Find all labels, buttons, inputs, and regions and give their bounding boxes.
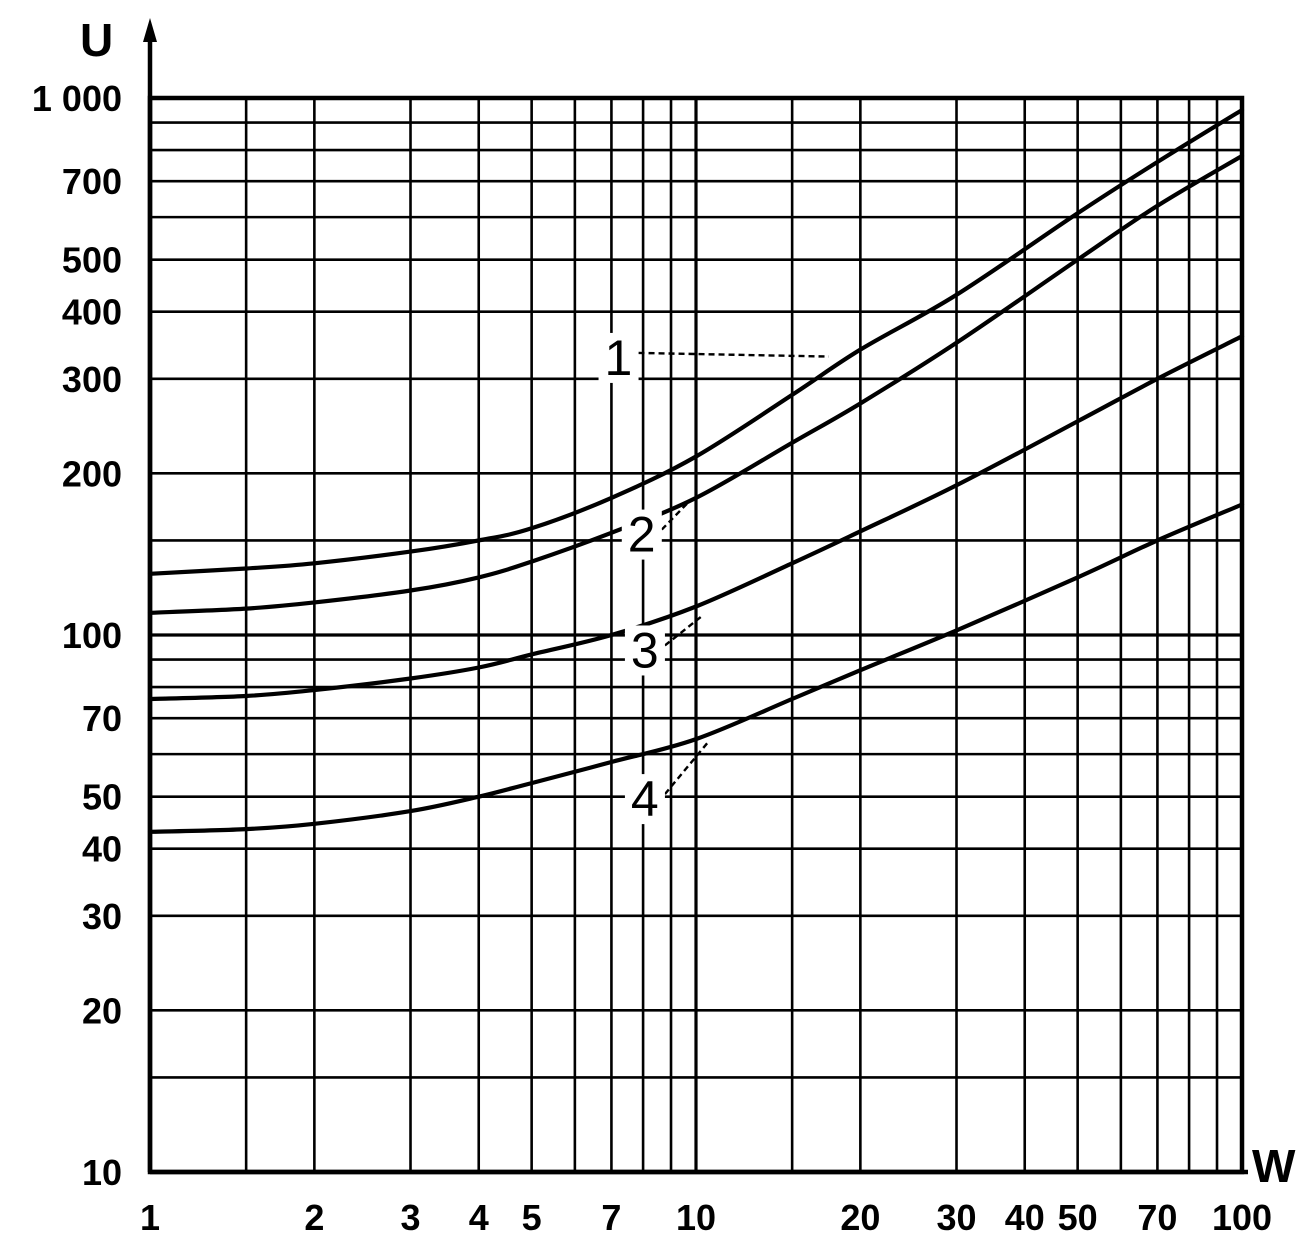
x-tick-label: 70 xyxy=(1137,1197,1177,1238)
y-axis-arrow xyxy=(143,18,157,42)
series-1-label: 1 xyxy=(605,330,633,386)
y-tick-label: 100 xyxy=(62,615,122,656)
series-1-leader xyxy=(638,351,829,358)
x-tick-label: 20 xyxy=(840,1197,880,1238)
curve-label-leaders xyxy=(638,351,829,795)
y-axis-title: U xyxy=(80,14,113,66)
grid xyxy=(147,95,1245,1175)
x-tick-label: 4 xyxy=(469,1197,489,1238)
curve-labels: 1 2 3 4 xyxy=(598,330,665,827)
series-3-label: 3 xyxy=(631,622,659,678)
y-tick-label: 700 xyxy=(62,161,122,202)
series-1-line xyxy=(147,107,1245,576)
tick-labels: 1 2 3 4 5 7 10 20 30 40 50 70 1001020304050701002003… xyxy=(32,78,1272,1238)
x-tick-label: 5 xyxy=(522,1197,542,1238)
y-tick-label: 40 xyxy=(82,829,122,870)
series-3-leader xyxy=(664,616,702,647)
x-tick-label: 1 xyxy=(140,1197,160,1238)
y-tick-label: 200 xyxy=(62,453,122,494)
series-4-leader xyxy=(664,741,709,795)
y-tick-label: 400 xyxy=(62,292,122,333)
y-tick-label: 300 xyxy=(62,359,122,400)
x-tick-label: 40 xyxy=(1005,1197,1045,1238)
y-tick-label: 10 xyxy=(82,1152,122,1193)
series-4-label: 4 xyxy=(631,771,659,827)
y-tick-label: 500 xyxy=(62,240,122,281)
x-tick-label: 7 xyxy=(601,1197,621,1238)
series-3-label-bg xyxy=(624,625,665,676)
series-3-line xyxy=(147,334,1245,702)
series-2-line xyxy=(147,153,1245,615)
series-1-label-bg xyxy=(598,332,639,383)
x-tick-label: 100 xyxy=(1212,1197,1272,1238)
y-tick-label: 70 xyxy=(82,698,122,739)
y-tick-label: 50 xyxy=(82,777,122,818)
series-4-line xyxy=(147,502,1245,834)
y-tick-label: 30 xyxy=(82,896,122,937)
series-2-label: 2 xyxy=(628,507,656,563)
x-tick-label: 10 xyxy=(676,1197,716,1238)
series-4-label-bg xyxy=(624,774,665,825)
x-axis-title: W xyxy=(1252,1140,1296,1192)
x-tick-label: 50 xyxy=(1058,1197,1098,1238)
series-2-label-bg xyxy=(621,509,662,560)
x-tick-label: 30 xyxy=(936,1197,976,1238)
x-tick-label: 3 xyxy=(400,1197,420,1238)
curves xyxy=(147,107,1245,834)
series-2-leader xyxy=(660,501,690,531)
y-tick-label: 20 xyxy=(82,990,122,1031)
x-tick-label: 2 xyxy=(304,1197,324,1238)
axes: U W xyxy=(80,14,1296,1192)
y-tick-label: 1 000 xyxy=(32,78,122,119)
